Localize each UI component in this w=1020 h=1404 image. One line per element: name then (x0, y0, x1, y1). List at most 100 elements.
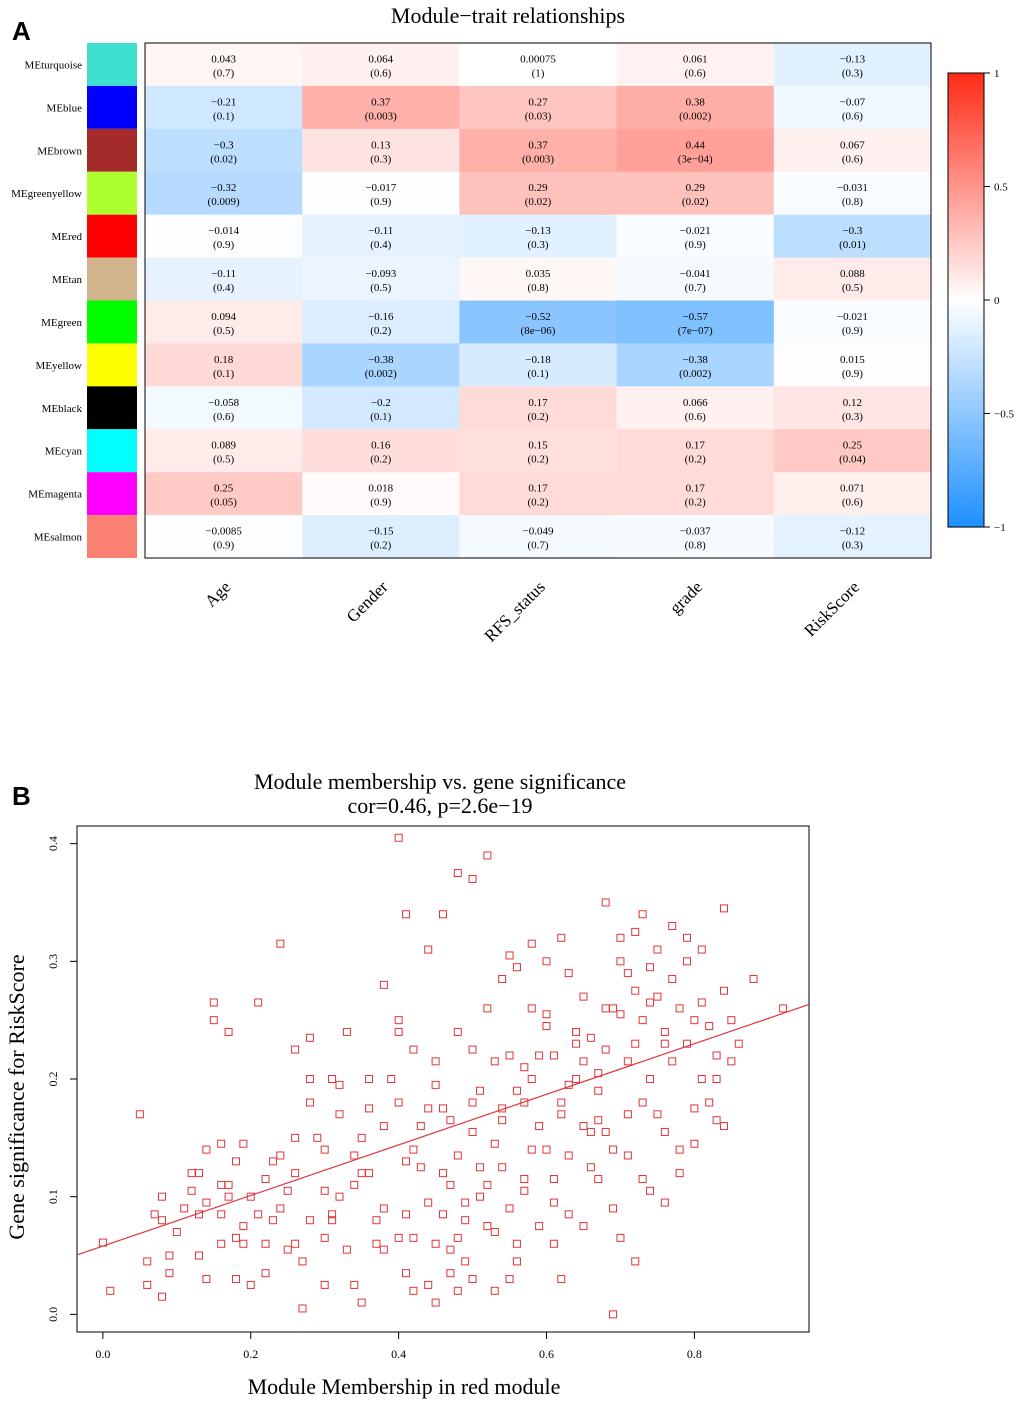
scatter-point (616, 1233, 625, 1242)
scatter-point (328, 1075, 337, 1083)
cell-pvalue: (0.03) (525, 110, 552, 122)
cell-pvalue: (0.1) (213, 368, 234, 380)
heatmap-cell (773, 257, 932, 301)
scatter-point (579, 1122, 588, 1131)
scatter-point (557, 933, 566, 942)
heatmap-cell (145, 171, 303, 216)
colorbar-segment (948, 477, 984, 483)
heatmap-cell (145, 128, 303, 173)
heatmap-cell (773, 429, 932, 473)
scatter-point (291, 1169, 300, 1178)
scatter-point (276, 939, 285, 948)
y-tick-label: 0.0 (46, 1307, 60, 1322)
scatter-point (446, 1245, 455, 1254)
scatter-point (424, 945, 433, 954)
scatter-point (505, 1051, 514, 1060)
cell-correlation: −0.15 (368, 526, 394, 538)
cell-pvalue: (8e−06) (521, 325, 556, 337)
colorbar-segment (948, 467, 984, 474)
scatter-point (431, 1080, 440, 1089)
heatmap-cell (773, 171, 932, 216)
cell-pvalue: (0.3) (842, 411, 863, 423)
scatter-point (394, 1016, 403, 1025)
scatter-point (542, 1145, 551, 1154)
colorbar-segment (948, 495, 984, 501)
plot-frame (76, 825, 810, 1333)
scatter-point (409, 1145, 418, 1154)
colorbar-segment (948, 295, 984, 301)
scatter-point (512, 1257, 521, 1266)
scatter-point (394, 1098, 403, 1107)
scatter-point (453, 1027, 462, 1036)
scatter-point (202, 1145, 211, 1154)
scatter-point (283, 1186, 292, 1195)
heatmap: MEturquoise 0.043 (0.7) 0.064 (0.6) 0.00075 (1… (11, 42, 932, 646)
scatter-point (653, 992, 662, 1001)
scatter-point (586, 1127, 595, 1136)
scatter-point (616, 933, 625, 942)
cell-correlation: −0.021 (837, 311, 868, 323)
cell-pvalue: (0.4) (370, 239, 391, 251)
scatter-point (690, 1016, 699, 1025)
module-color-swatch (87, 515, 137, 558)
cell-pvalue: (0.9) (370, 497, 391, 509)
cell-correlation: 0.064 (368, 53, 393, 65)
colorbar-segment (948, 499, 984, 505)
cell-correlation: −0.12 (840, 526, 865, 538)
cell-pvalue: (0.3) (842, 540, 863, 552)
scatter-point (638, 1098, 647, 1107)
scatter-point (305, 1216, 314, 1225)
colorbar-segment (948, 395, 984, 401)
scatter-point (224, 1027, 233, 1036)
scatter-point (372, 1216, 381, 1225)
scatter-point (653, 945, 662, 954)
heatmap-cell (773, 386, 932, 430)
scatter-title: Module membership vs. gene significance (254, 769, 626, 794)
cell-correlation: 0.37 (371, 96, 391, 108)
heatmap-cell (145, 343, 303, 387)
cell-correlation: −0.07 (840, 96, 866, 108)
colorbar-segment (948, 359, 984, 365)
colorbar-segment (948, 132, 984, 138)
scatter-point (416, 1122, 425, 1131)
colorbar-segment (948, 95, 984, 101)
x-tick-label: 0.4 (391, 1347, 406, 1361)
colorbar-segment (948, 522, 984, 528)
cell-correlation: −0.32 (211, 182, 236, 194)
colorbar-segment (948, 245, 984, 251)
scatter-point (675, 1169, 684, 1178)
heatmap-border (144, 42, 932, 559)
scatter-point (468, 1127, 477, 1136)
scatter-point (646, 1075, 655, 1083)
scatter-point (609, 1310, 618, 1319)
heatmap-cell (616, 343, 775, 387)
cell-pvalue: (7e−07) (678, 325, 713, 337)
heatmap-cell (459, 472, 618, 516)
heatmap-cell (145, 85, 303, 130)
colorbar-tick-label: 0 (994, 295, 1000, 307)
heatmap-cell (459, 515, 618, 559)
cell-pvalue: (0.002) (679, 368, 711, 380)
scatter-point (668, 1057, 677, 1066)
colorbar-segment (948, 304, 984, 310)
colorbar-segment (948, 340, 984, 346)
cell-correlation: 0.29 (686, 182, 706, 194)
scatter-point (505, 951, 514, 960)
y-tick-label: 0.1 (46, 1189, 60, 1204)
cell-pvalue: (0.02) (682, 196, 709, 208)
cell-pvalue: (0.04) (839, 454, 866, 466)
scatter-point (594, 1116, 603, 1125)
scatter-point (158, 1292, 167, 1301)
colorbar-segment (948, 213, 984, 219)
scatter-point (557, 1098, 566, 1107)
row-label: MEgreenyellow (11, 188, 82, 200)
scatter-point (653, 1110, 662, 1119)
module-color-swatch (87, 171, 137, 215)
scatter-point (150, 1210, 159, 1219)
scatter-point (646, 963, 655, 972)
cell-correlation: 0.035 (526, 268, 551, 280)
colorbar-segment (948, 431, 984, 437)
cell-pvalue: (0.9) (370, 196, 391, 208)
heatmap-cell (459, 43, 618, 87)
scatter-point (498, 1163, 507, 1172)
